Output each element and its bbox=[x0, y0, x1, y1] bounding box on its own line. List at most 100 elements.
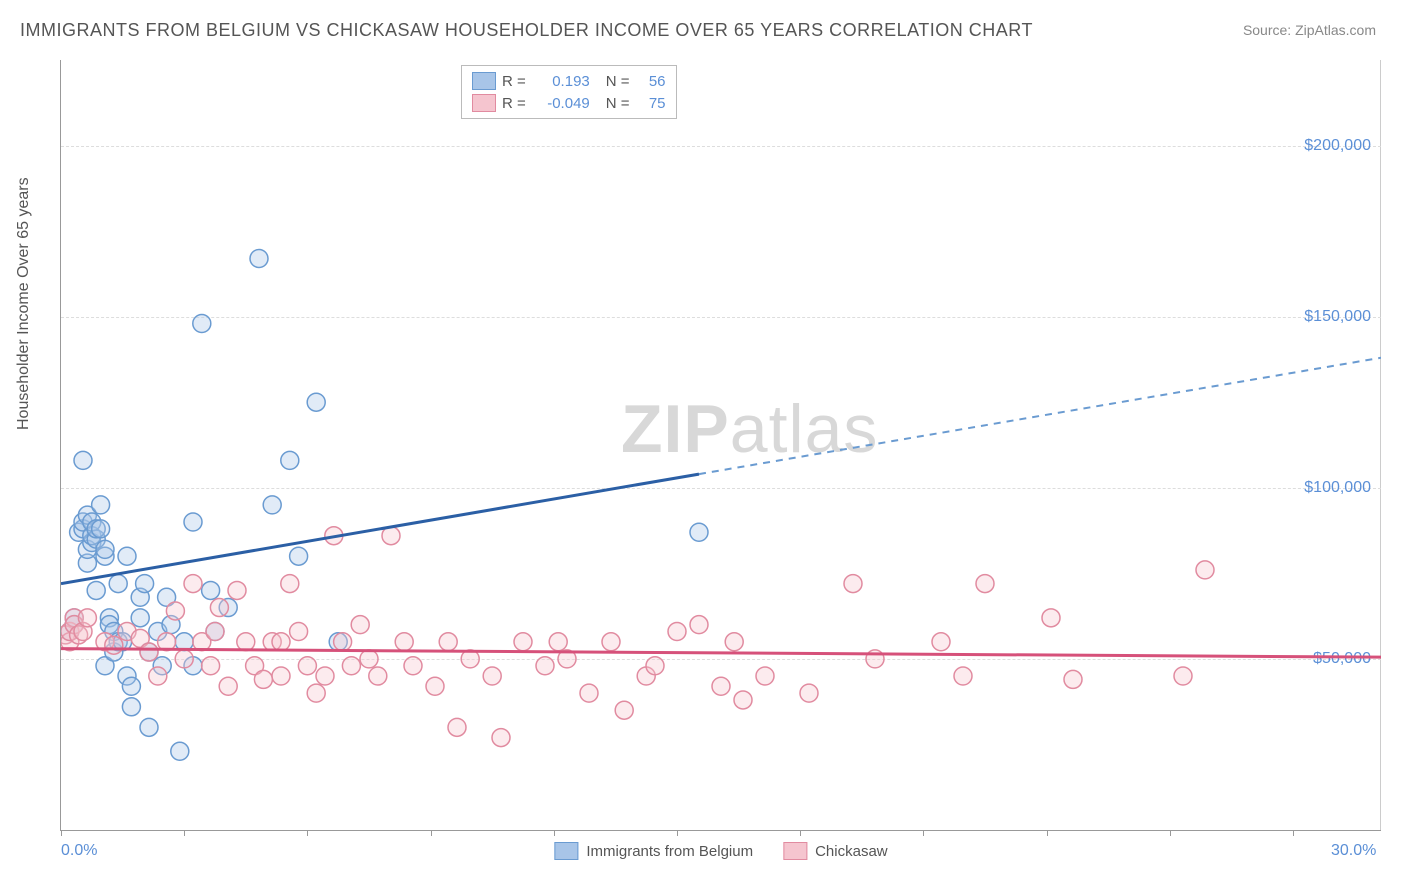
scatter-point bbox=[298, 657, 316, 675]
scatter-point bbox=[78, 609, 96, 627]
correlation-legend-row: R = 0.193 N = 56 bbox=[472, 70, 666, 92]
scatter-point bbox=[483, 667, 501, 685]
scatter-point bbox=[668, 623, 686, 641]
chart-container: IMMIGRANTS FROM BELGIUM VS CHICKASAW HOU… bbox=[0, 0, 1406, 892]
scatter-point bbox=[360, 650, 378, 668]
chart-svg bbox=[61, 60, 1381, 830]
scatter-point bbox=[122, 698, 140, 716]
scatter-point bbox=[734, 691, 752, 709]
scatter-point bbox=[334, 633, 352, 651]
correlation-legend-row: R =-0.049N =75 bbox=[472, 92, 666, 114]
scatter-point bbox=[725, 633, 743, 651]
x-tick-mark bbox=[61, 830, 62, 836]
x-tick-mark bbox=[677, 830, 678, 836]
scatter-point bbox=[272, 667, 290, 685]
scatter-point bbox=[1042, 609, 1060, 627]
scatter-point bbox=[426, 677, 444, 695]
scatter-point bbox=[690, 616, 708, 634]
scatter-point bbox=[171, 742, 189, 760]
series-name: Immigrants from Belgium bbox=[586, 843, 753, 860]
scatter-point bbox=[439, 633, 457, 651]
scatter-point bbox=[109, 575, 127, 593]
correlation-legend: R = 0.193 N = 56R = -0.049 N = 75 bbox=[461, 65, 677, 119]
scatter-point bbox=[281, 451, 299, 469]
scatter-point bbox=[712, 677, 730, 695]
series-legend-item: Immigrants from Belgium bbox=[554, 842, 753, 860]
scatter-point bbox=[140, 718, 158, 736]
scatter-point bbox=[342, 657, 360, 675]
scatter-point bbox=[1196, 561, 1214, 579]
scatter-point bbox=[219, 677, 237, 695]
y-axis-label: Householder Income Over 65 years bbox=[15, 177, 33, 430]
legend-r-value: -0.049 bbox=[532, 95, 590, 112]
series-name: Chickasaw bbox=[815, 843, 888, 860]
scatter-point bbox=[492, 729, 510, 747]
x-tick-mark bbox=[184, 830, 185, 836]
scatter-point bbox=[602, 633, 620, 651]
scatter-point bbox=[131, 609, 149, 627]
scatter-point bbox=[87, 581, 105, 599]
scatter-point bbox=[272, 633, 290, 651]
x-tick-mark bbox=[307, 830, 308, 836]
scatter-point bbox=[690, 523, 708, 541]
scatter-point bbox=[140, 643, 158, 661]
scatter-point bbox=[281, 575, 299, 593]
scatter-point bbox=[175, 650, 193, 668]
regression-line bbox=[61, 474, 699, 584]
series-legend-item: Chickasaw bbox=[783, 842, 888, 860]
scatter-point bbox=[166, 602, 184, 620]
scatter-point bbox=[92, 520, 110, 538]
series-legend: Immigrants from Belgium Chickasaw bbox=[554, 842, 887, 860]
x-tick-label: 30.0% bbox=[1331, 842, 1376, 860]
scatter-point bbox=[149, 667, 167, 685]
scatter-point bbox=[307, 684, 325, 702]
legend-swatch bbox=[554, 842, 578, 860]
x-tick-mark bbox=[923, 830, 924, 836]
scatter-point bbox=[404, 657, 422, 675]
scatter-point bbox=[193, 315, 211, 333]
legend-n-value: 75 bbox=[636, 95, 666, 112]
scatter-point bbox=[369, 667, 387, 685]
scatter-point bbox=[580, 684, 598, 702]
scatter-point bbox=[615, 701, 633, 719]
scatter-point bbox=[96, 540, 114, 558]
scatter-point bbox=[536, 657, 554, 675]
scatter-point bbox=[250, 249, 268, 267]
scatter-point bbox=[549, 633, 567, 651]
scatter-point bbox=[254, 670, 272, 688]
legend-r-label: R = bbox=[502, 73, 526, 90]
scatter-point bbox=[756, 667, 774, 685]
regression-line-dashed bbox=[699, 358, 1381, 474]
legend-n-label: N = bbox=[606, 73, 630, 90]
legend-n-value: 56 bbox=[636, 73, 666, 90]
x-tick-mark bbox=[1170, 830, 1171, 836]
x-tick-mark bbox=[1293, 830, 1294, 836]
scatter-point bbox=[118, 547, 136, 565]
legend-r-value: 0.193 bbox=[532, 73, 590, 90]
scatter-point bbox=[184, 575, 202, 593]
legend-swatch bbox=[472, 94, 496, 112]
x-tick-mark bbox=[554, 830, 555, 836]
scatter-point bbox=[136, 575, 154, 593]
x-tick-mark bbox=[800, 830, 801, 836]
source-attribution: Source: ZipAtlas.com bbox=[1243, 22, 1376, 38]
legend-swatch bbox=[783, 842, 807, 860]
scatter-point bbox=[800, 684, 818, 702]
scatter-point bbox=[932, 633, 950, 651]
scatter-point bbox=[1064, 670, 1082, 688]
scatter-point bbox=[202, 657, 220, 675]
x-tick-label: 0.0% bbox=[61, 842, 97, 860]
scatter-point bbox=[263, 496, 281, 514]
scatter-point bbox=[237, 633, 255, 651]
scatter-point bbox=[290, 623, 308, 641]
scatter-point bbox=[976, 575, 994, 593]
scatter-point bbox=[307, 393, 325, 411]
legend-n-label: N = bbox=[606, 95, 630, 112]
scatter-point bbox=[448, 718, 466, 736]
scatter-point bbox=[646, 657, 664, 675]
scatter-point bbox=[844, 575, 862, 593]
scatter-point bbox=[92, 496, 110, 514]
scatter-point bbox=[351, 616, 369, 634]
scatter-point bbox=[122, 677, 140, 695]
scatter-point bbox=[184, 513, 202, 531]
